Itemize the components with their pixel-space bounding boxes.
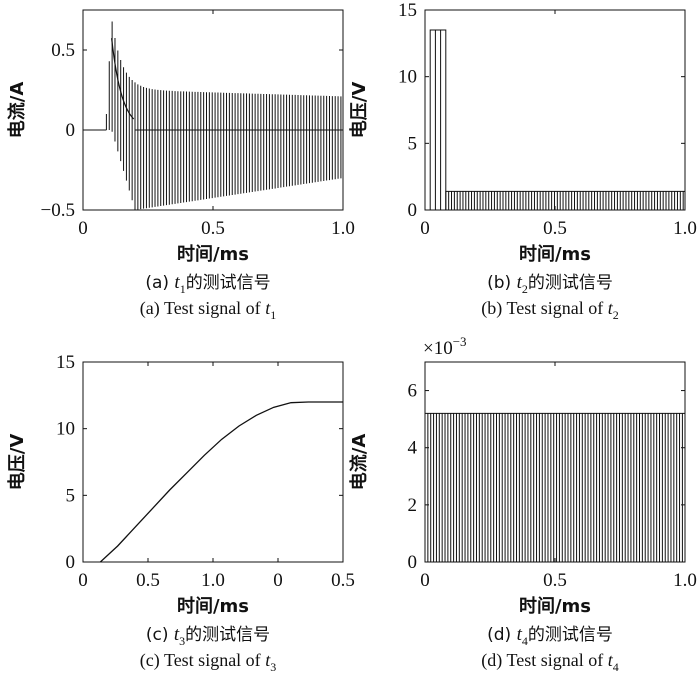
y-tick-label: 2 [408, 495, 418, 516]
caption-cn-suffix: 的测试信号 [186, 273, 271, 293]
x-tick-label: 0.5 [201, 218, 225, 239]
caption-en-sub: 2 [613, 308, 619, 322]
y-tick-label: 10 [398, 67, 417, 88]
y-tick-label: 0 [66, 552, 76, 573]
caption-cn-var: t [174, 272, 180, 293]
caption-cn-prefix: (a) [145, 273, 174, 293]
caption-cn-sub: 1 [180, 282, 186, 296]
y-tick-label: 5 [408, 133, 418, 154]
caption-cn-suffix: 的测试信号 [185, 625, 270, 645]
caption-en-prefix: (a) Test signal of [140, 298, 265, 319]
pulse-segment-0 [425, 412, 685, 562]
caption-en-prefix: (c) Test signal of [140, 650, 265, 671]
caption-cn-sub: 4 [522, 634, 528, 648]
y-tick-label: 0 [408, 200, 418, 221]
x-tick-label: 0 [273, 570, 283, 591]
plot-area [429, 29, 685, 210]
axis-scale-exponent: −3 [453, 334, 467, 349]
caption-cn-var: t [517, 624, 523, 645]
caption-en-sub: 4 [613, 660, 619, 674]
y-axis-label: 电流/A [348, 434, 370, 491]
plot-frame [82, 361, 344, 563]
x-axis-label: 时间/ms [519, 596, 591, 617]
caption-cn-suffix: 的测试信号 [528, 625, 613, 645]
y-tick-label: −0.5 [41, 200, 75, 221]
y-tick-label: 0.5 [51, 40, 75, 61]
x-tick-label: 1.0 [673, 218, 697, 239]
decay-envelope [111, 38, 135, 120]
caption-cn: (c) t3的测试信号 [146, 624, 270, 648]
caption-en-var: t [608, 650, 614, 670]
caption-en-var: t [608, 298, 614, 318]
y-tick-label: 5 [66, 485, 76, 506]
caption-cn-sub: 3 [179, 634, 185, 648]
y-tick-label: 0 [66, 120, 76, 141]
x-tick-label: 0.5 [331, 570, 355, 591]
x-tick-label: 0.5 [543, 218, 567, 239]
axis-scale-label: ×10−3 [423, 334, 467, 359]
x-tick-label: 0.5 [543, 570, 567, 591]
caption-cn-var: t [174, 624, 180, 645]
current-pulses [105, 21, 342, 210]
x-axis-label: 时间/ms [177, 596, 249, 617]
caption-cn-prefix: (b) [487, 273, 516, 293]
y-tick-label: 15 [56, 352, 75, 373]
caption-en: (c) Test signal of t3 [140, 650, 276, 674]
plot-area [83, 21, 343, 210]
caption-cn-suffix: 的测试信号 [528, 273, 613, 293]
x-tick-label: 0 [420, 218, 430, 239]
y-tick-label: 10 [56, 419, 75, 440]
plot-frame [424, 361, 686, 563]
pulse-segment-1 [445, 190, 685, 210]
y-tick-label: 0 [408, 552, 418, 573]
caption-cn-prefix: (d) [487, 625, 516, 645]
x-tick-label: 0 [78, 570, 88, 591]
x-tick-label: 1.0 [201, 570, 225, 591]
caption-cn-var: t [517, 272, 523, 293]
caption-cn-prefix: (c) [146, 625, 174, 645]
caption-cn: (b) t2的测试信号 [487, 272, 613, 296]
caption-en-var: t [265, 650, 271, 670]
plot-frame [424, 9, 686, 211]
y-axis-label: 电压/V [348, 82, 370, 139]
x-axis-label: 时间/ms [177, 244, 249, 265]
caption-en-prefix: (b) Test signal of [481, 298, 607, 319]
caption-en-prefix: (d) Test signal of [481, 650, 607, 671]
y-tick-label: 4 [408, 438, 418, 459]
caption-en-sub: 3 [270, 660, 276, 674]
y-axis-label: 电流/A [6, 82, 28, 139]
plot-area [99, 401, 343, 562]
caption-en: (b) Test signal of t2 [481, 298, 618, 322]
caption-cn: (a) t1的测试信号 [145, 272, 270, 296]
caption-cn: (d) t4的测试信号 [487, 624, 613, 648]
voltage-line [99, 401, 343, 562]
x-tick-label: 1.0 [331, 218, 355, 239]
x-tick-label: 0 [420, 570, 430, 591]
caption-en-var: t [265, 298, 271, 318]
caption-cn-sub: 2 [522, 282, 528, 296]
y-axis-label: 电压/V [6, 434, 28, 491]
caption-en: (a) Test signal of t1 [140, 298, 276, 322]
x-tick-label: 0 [78, 218, 88, 239]
plot-area [425, 412, 685, 562]
y-tick-label: 15 [398, 0, 417, 21]
x-tick-label: 1.0 [673, 570, 697, 591]
pulse-segment-0 [429, 29, 447, 210]
caption-en-sub: 1 [270, 308, 276, 322]
x-axis-label: 时间/ms [519, 244, 591, 265]
caption-en: (d) Test signal of t4 [481, 650, 618, 674]
x-tick-label: 0.5 [136, 570, 160, 591]
y-tick-label: 6 [408, 381, 418, 402]
